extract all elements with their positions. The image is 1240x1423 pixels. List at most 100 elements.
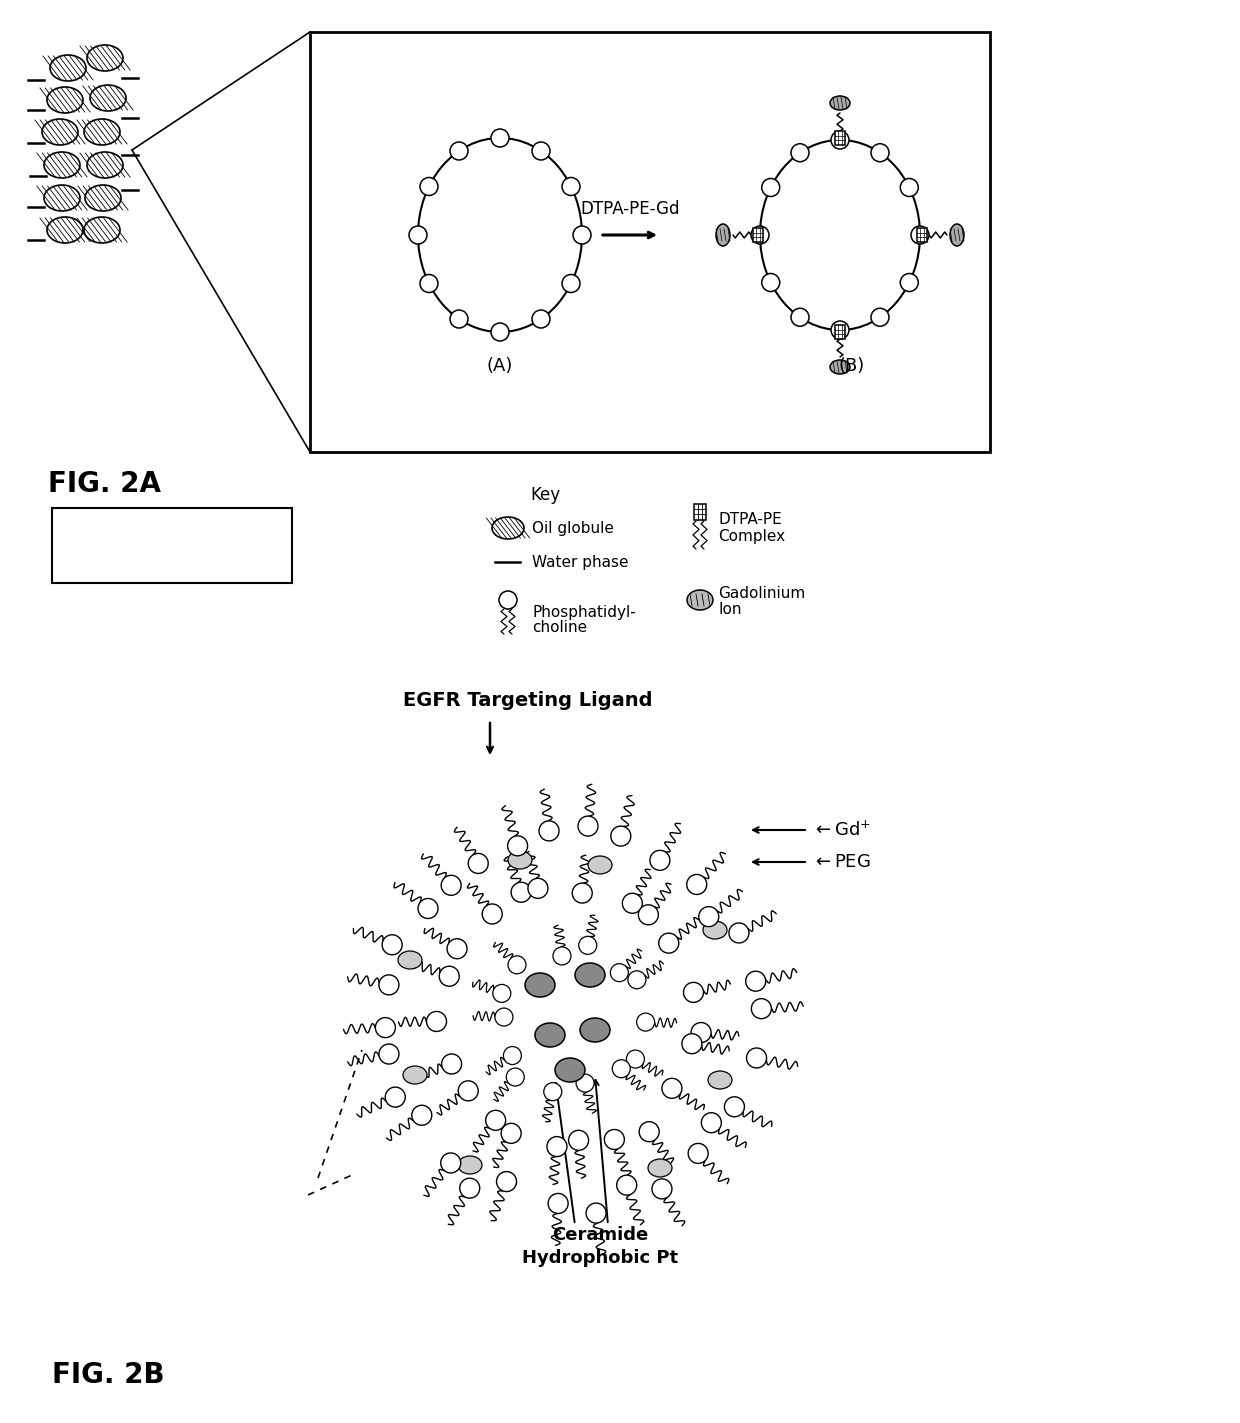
Circle shape [469, 854, 489, 874]
Circle shape [528, 878, 548, 898]
Circle shape [420, 178, 438, 195]
Circle shape [573, 226, 591, 243]
Text: (B): (B) [839, 357, 866, 376]
Circle shape [441, 875, 461, 895]
Circle shape [547, 1137, 567, 1157]
Circle shape [652, 1178, 672, 1200]
Circle shape [506, 1069, 525, 1086]
Circle shape [613, 1060, 630, 1077]
Circle shape [745, 970, 765, 992]
Circle shape [791, 144, 808, 162]
Text: choline: choline [532, 620, 587, 636]
Circle shape [459, 1081, 479, 1101]
Circle shape [448, 939, 467, 959]
Ellipse shape [398, 951, 422, 969]
Circle shape [662, 1079, 682, 1099]
Ellipse shape [84, 216, 120, 243]
Circle shape [553, 946, 570, 965]
Circle shape [687, 875, 707, 895]
Circle shape [610, 963, 629, 982]
Circle shape [507, 835, 527, 855]
Circle shape [495, 1007, 513, 1026]
Circle shape [491, 129, 508, 147]
Ellipse shape [715, 223, 730, 246]
Circle shape [439, 966, 459, 986]
Text: Phosphatidyl-: Phosphatidyl- [532, 605, 636, 619]
Circle shape [562, 275, 580, 293]
Ellipse shape [556, 1057, 585, 1081]
Circle shape [539, 821, 559, 841]
Circle shape [761, 178, 780, 196]
Ellipse shape [649, 1158, 672, 1177]
Circle shape [508, 956, 526, 973]
Ellipse shape [43, 185, 81, 211]
Text: $\leftarrow$Gd$^{+}$: $\leftarrow$Gd$^{+}$ [812, 820, 870, 840]
Text: (A): (A) [487, 357, 513, 376]
Circle shape [791, 309, 808, 326]
Ellipse shape [508, 851, 532, 869]
Ellipse shape [43, 152, 81, 178]
FancyBboxPatch shape [694, 504, 706, 519]
Ellipse shape [830, 95, 849, 110]
Circle shape [831, 131, 849, 149]
Ellipse shape [403, 1066, 427, 1084]
Circle shape [412, 1106, 432, 1126]
Text: Hydrophobic Pt: Hydrophobic Pt [522, 1249, 678, 1266]
Ellipse shape [580, 1017, 610, 1042]
Circle shape [761, 273, 780, 292]
Ellipse shape [91, 85, 126, 111]
Circle shape [450, 310, 467, 329]
Ellipse shape [47, 216, 83, 243]
Circle shape [532, 310, 551, 329]
Ellipse shape [534, 1023, 565, 1047]
Text: Ion: Ion [718, 602, 742, 618]
Ellipse shape [84, 120, 120, 145]
Circle shape [650, 851, 670, 871]
Circle shape [911, 226, 929, 243]
Text: Oil globule: Oil globule [532, 521, 614, 535]
Circle shape [578, 815, 598, 837]
Circle shape [532, 142, 551, 159]
Circle shape [420, 275, 438, 293]
FancyBboxPatch shape [835, 324, 844, 339]
Ellipse shape [87, 46, 123, 71]
Ellipse shape [87, 152, 123, 178]
Ellipse shape [525, 973, 556, 998]
Ellipse shape [950, 223, 963, 246]
Circle shape [724, 1097, 744, 1117]
Circle shape [492, 985, 511, 1002]
Circle shape [496, 1171, 517, 1191]
Text: Ceramide: Ceramide [552, 1227, 649, 1244]
Text: FIG. 2A: FIG. 2A [48, 470, 161, 498]
Circle shape [870, 144, 889, 162]
Circle shape [577, 1074, 594, 1091]
Ellipse shape [708, 1072, 732, 1089]
Circle shape [544, 1083, 562, 1100]
FancyBboxPatch shape [310, 31, 990, 453]
Ellipse shape [47, 87, 83, 112]
Circle shape [486, 1110, 506, 1130]
Text: EGFR Targeting Ligand: EGFR Targeting Ligand [403, 690, 652, 710]
Circle shape [440, 1153, 461, 1173]
Ellipse shape [687, 591, 713, 610]
Circle shape [441, 1054, 461, 1074]
Text: $\leftarrow$PEG: $\leftarrow$PEG [812, 852, 870, 871]
Ellipse shape [703, 921, 727, 939]
Circle shape [409, 226, 427, 243]
Circle shape [870, 309, 889, 326]
FancyBboxPatch shape [753, 228, 763, 242]
Circle shape [491, 323, 508, 342]
Circle shape [611, 827, 631, 847]
Circle shape [386, 1087, 405, 1107]
Circle shape [460, 1178, 480, 1198]
Circle shape [900, 178, 919, 196]
Circle shape [688, 1144, 708, 1164]
Ellipse shape [418, 138, 582, 332]
Circle shape [699, 906, 719, 926]
Ellipse shape [492, 517, 525, 539]
Circle shape [639, 1121, 660, 1141]
Circle shape [501, 1123, 521, 1143]
Circle shape [831, 322, 849, 339]
Text: Gadolinium: Gadolinium [718, 586, 805, 602]
Circle shape [450, 142, 467, 159]
